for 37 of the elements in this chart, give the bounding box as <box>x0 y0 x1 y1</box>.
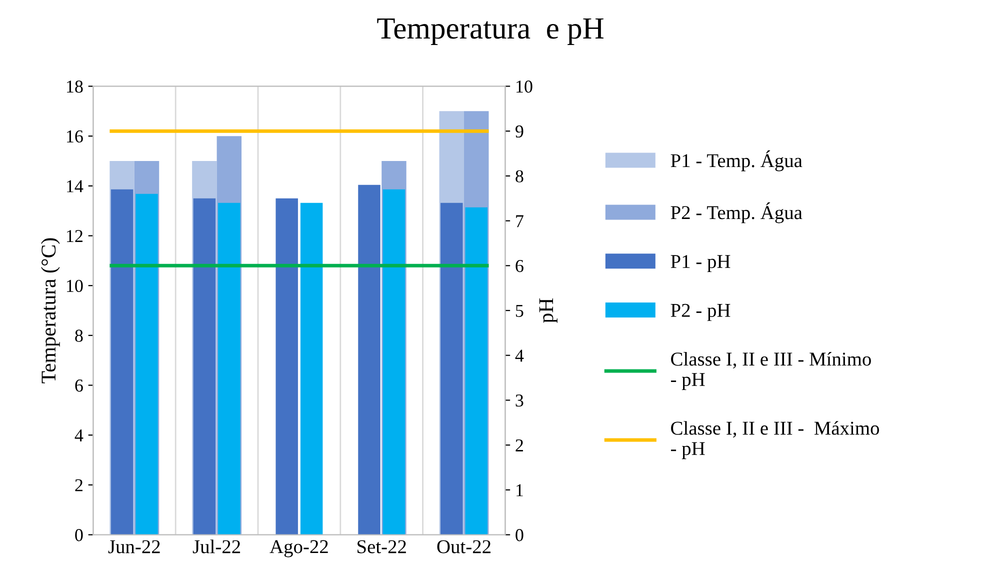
x-tick-label: Out-22 <box>437 540 490 554</box>
y-tick-label: 4 <box>74 429 84 442</box>
y2-tick-label: 9 <box>516 125 524 138</box>
x-tick-label: Ago-22 <box>270 540 328 558</box>
y-tick-label: 14 <box>67 180 84 192</box>
y-tick-label: 6 <box>75 380 83 392</box>
y2-tick-label: 4 <box>515 350 524 362</box>
y-tick-label: 0 <box>75 529 83 542</box>
y2-tick-label: 0 <box>516 529 524 542</box>
y2-tick-label: 7 <box>516 215 524 228</box>
y2-tick-label: 5 <box>516 304 524 317</box>
x-tick-label: Jul-22 <box>192 540 240 554</box>
y2-axis-title: pH <box>539 298 558 323</box>
y-tick-label: 8 <box>75 330 83 342</box>
y2-tick-label: 1 <box>516 484 523 496</box>
y-tick-label: 18 <box>67 80 83 93</box>
y2-tick-label: 6 <box>516 260 524 272</box>
y-tick-label: 2 <box>75 479 82 492</box>
chart-title: Temperatura e pH <box>377 18 604 45</box>
y-axis-title: Temperatura (°C) <box>40 238 60 384</box>
legend-label: Classe I, II e III - Mínimo - pH <box>670 352 871 390</box>
y-tick-label: 10 <box>67 280 83 292</box>
legend-label: P1 - Temp. Água <box>670 150 802 172</box>
legend-label: P2 - pH <box>670 304 730 321</box>
x-tick-label: Set-22 <box>358 540 406 554</box>
legend-label: Classe I, II e III - Máximo - pH <box>670 421 880 460</box>
x-tick-label: Jun-22 <box>108 540 160 554</box>
y2-tick-label: 2 <box>516 439 523 452</box>
y-tick-label: 12 <box>67 230 82 242</box>
y2-tick-label: 8 <box>516 170 524 182</box>
legend-label: P1 - pH <box>670 255 730 272</box>
bar <box>300 202 323 535</box>
y-tick-label: 16 <box>67 130 83 143</box>
legend-label: P2 - Temp. Água <box>670 202 802 224</box>
y2-tick-label: 3 <box>516 394 524 407</box>
y2-tick-label: 10 <box>516 80 532 93</box>
bar <box>276 198 298 535</box>
